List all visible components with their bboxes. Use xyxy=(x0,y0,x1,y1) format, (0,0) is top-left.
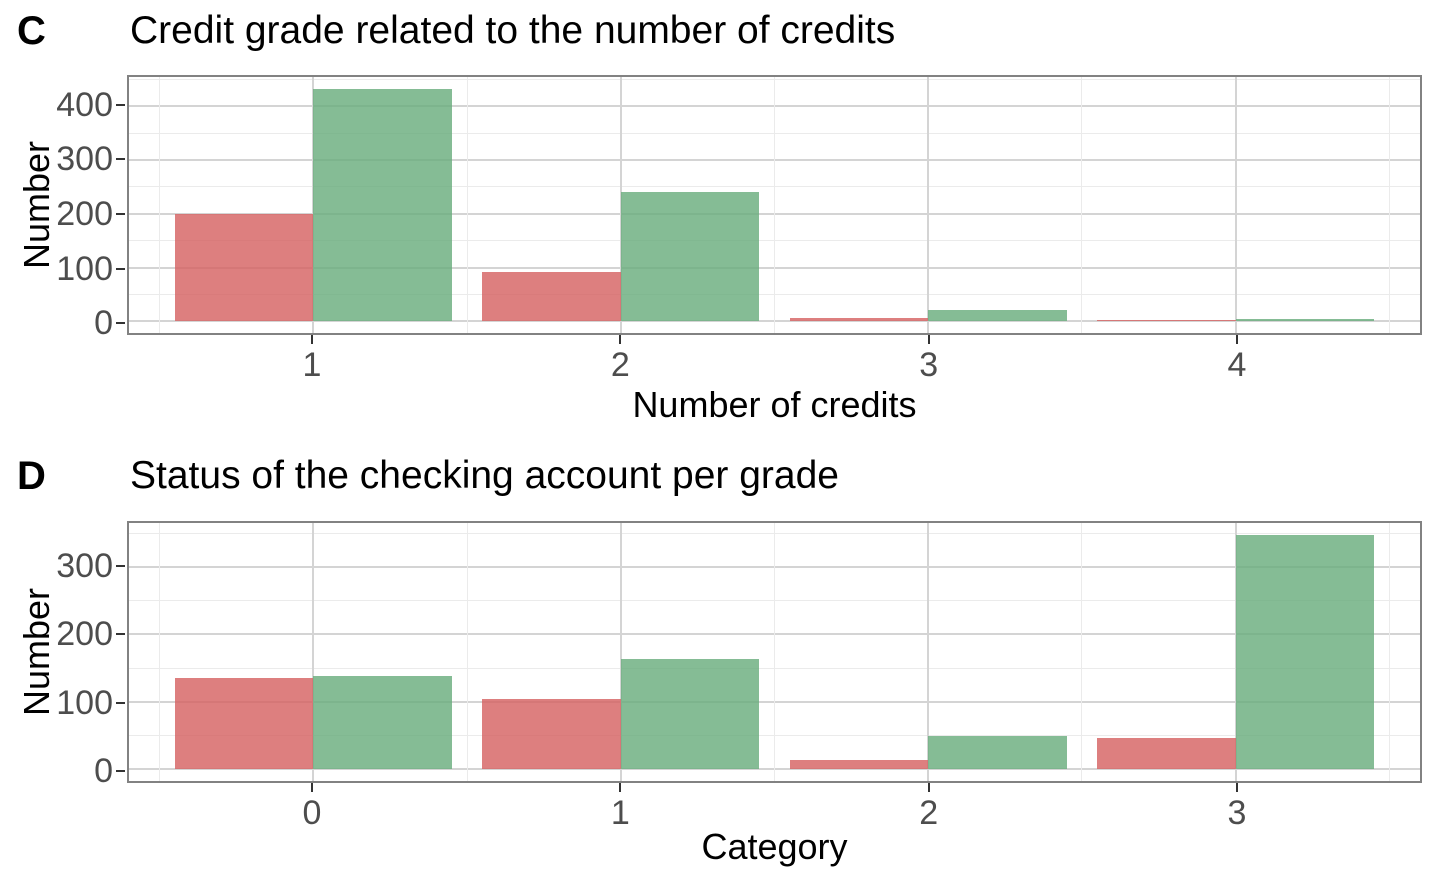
gridline-minor xyxy=(159,523,161,781)
y-tick-mark xyxy=(116,103,125,106)
y-tick-label: 0 xyxy=(94,752,113,791)
gridline-minor xyxy=(466,77,468,333)
y-tick-mark xyxy=(116,770,125,773)
bar-green-cat-2 xyxy=(620,191,760,322)
x-tick-mark xyxy=(1236,783,1238,792)
bar-red-cat-3 xyxy=(1097,738,1236,770)
y-tick-label: 100 xyxy=(56,249,113,288)
x-tick-label: 3 xyxy=(1227,794,1247,832)
x-tick-label: 1 xyxy=(610,794,630,832)
gridline-minor xyxy=(1081,77,1083,333)
x-tick-label: 2 xyxy=(919,794,939,832)
gridline-major xyxy=(927,523,930,781)
x-tick-mark xyxy=(311,335,313,344)
panel-tag-c: C xyxy=(17,9,46,53)
y-tick-label: 0 xyxy=(94,304,113,343)
y-tick-mark xyxy=(116,564,125,567)
x-tick-mark xyxy=(927,335,930,344)
gridline-major xyxy=(619,523,622,781)
bar-green-cat-3 xyxy=(1235,534,1374,770)
x-tick-label: 4 xyxy=(1227,346,1247,384)
gridline-minor xyxy=(774,523,775,781)
gridline-major xyxy=(312,523,315,781)
plot-panel-d xyxy=(127,521,1422,783)
gridline-minor xyxy=(1081,523,1083,781)
bar-green-cat-1 xyxy=(620,658,760,770)
y-tick-mark xyxy=(116,213,125,215)
x-tick-mark xyxy=(619,335,622,344)
x-tick-label: 0 xyxy=(302,794,322,832)
y-tick-label: 200 xyxy=(56,195,113,233)
bar-green-cat-2 xyxy=(928,736,1067,770)
gridline-minor xyxy=(1388,77,1390,333)
y-tick-mark xyxy=(116,322,125,325)
x-axis-title-c: Number of credits xyxy=(632,384,917,425)
y-tick-mark xyxy=(116,158,125,161)
x-tick-mark xyxy=(619,783,622,792)
x-tick-mark xyxy=(927,783,930,792)
chart-title-c: Credit grade related to the number of cr… xyxy=(130,9,896,52)
chart-title-d: Status of the checking account per grade xyxy=(130,454,839,497)
y-tick-label: 400 xyxy=(56,85,113,124)
x-tick-mark xyxy=(1236,335,1238,344)
y-tick-label: 300 xyxy=(56,140,113,179)
y-tick-mark xyxy=(116,267,125,270)
panel-tag-d: D xyxy=(17,454,46,498)
bar-green-cat-1 xyxy=(313,88,452,322)
y-tick-label: 300 xyxy=(56,546,113,585)
bar-red-cat-1 xyxy=(175,213,314,322)
gridline-major xyxy=(1234,77,1237,333)
y-tick-mark xyxy=(116,633,125,636)
bar-red-cat-2 xyxy=(789,759,929,770)
y-tick-label: 200 xyxy=(56,615,113,654)
bar-red-cat-3 xyxy=(789,318,929,322)
bar-green-cat-3 xyxy=(928,309,1067,322)
gridline-minor xyxy=(466,523,468,781)
gridline-minor xyxy=(159,77,161,333)
x-tick-label: 1 xyxy=(302,346,322,384)
gridline-minor xyxy=(1388,523,1390,781)
x-axis-title-d: Category xyxy=(701,826,848,867)
plot-panel-c xyxy=(127,75,1422,335)
bar-green-cat-4 xyxy=(1235,319,1374,322)
x-tick-label: 2 xyxy=(610,346,630,384)
y-tick-label: 100 xyxy=(56,683,113,722)
gridline-minor xyxy=(774,77,775,333)
gridline-major xyxy=(927,77,930,333)
bar-green-cat-0 xyxy=(313,675,452,770)
bar-red-cat-2 xyxy=(482,271,621,322)
x-tick-mark xyxy=(311,783,313,792)
x-tick-label: 3 xyxy=(919,346,939,384)
bar-red-cat-1 xyxy=(482,698,621,770)
y-tick-mark xyxy=(116,701,125,704)
bar-red-cat-0 xyxy=(175,678,314,770)
bar-red-cat-4 xyxy=(1097,320,1236,322)
